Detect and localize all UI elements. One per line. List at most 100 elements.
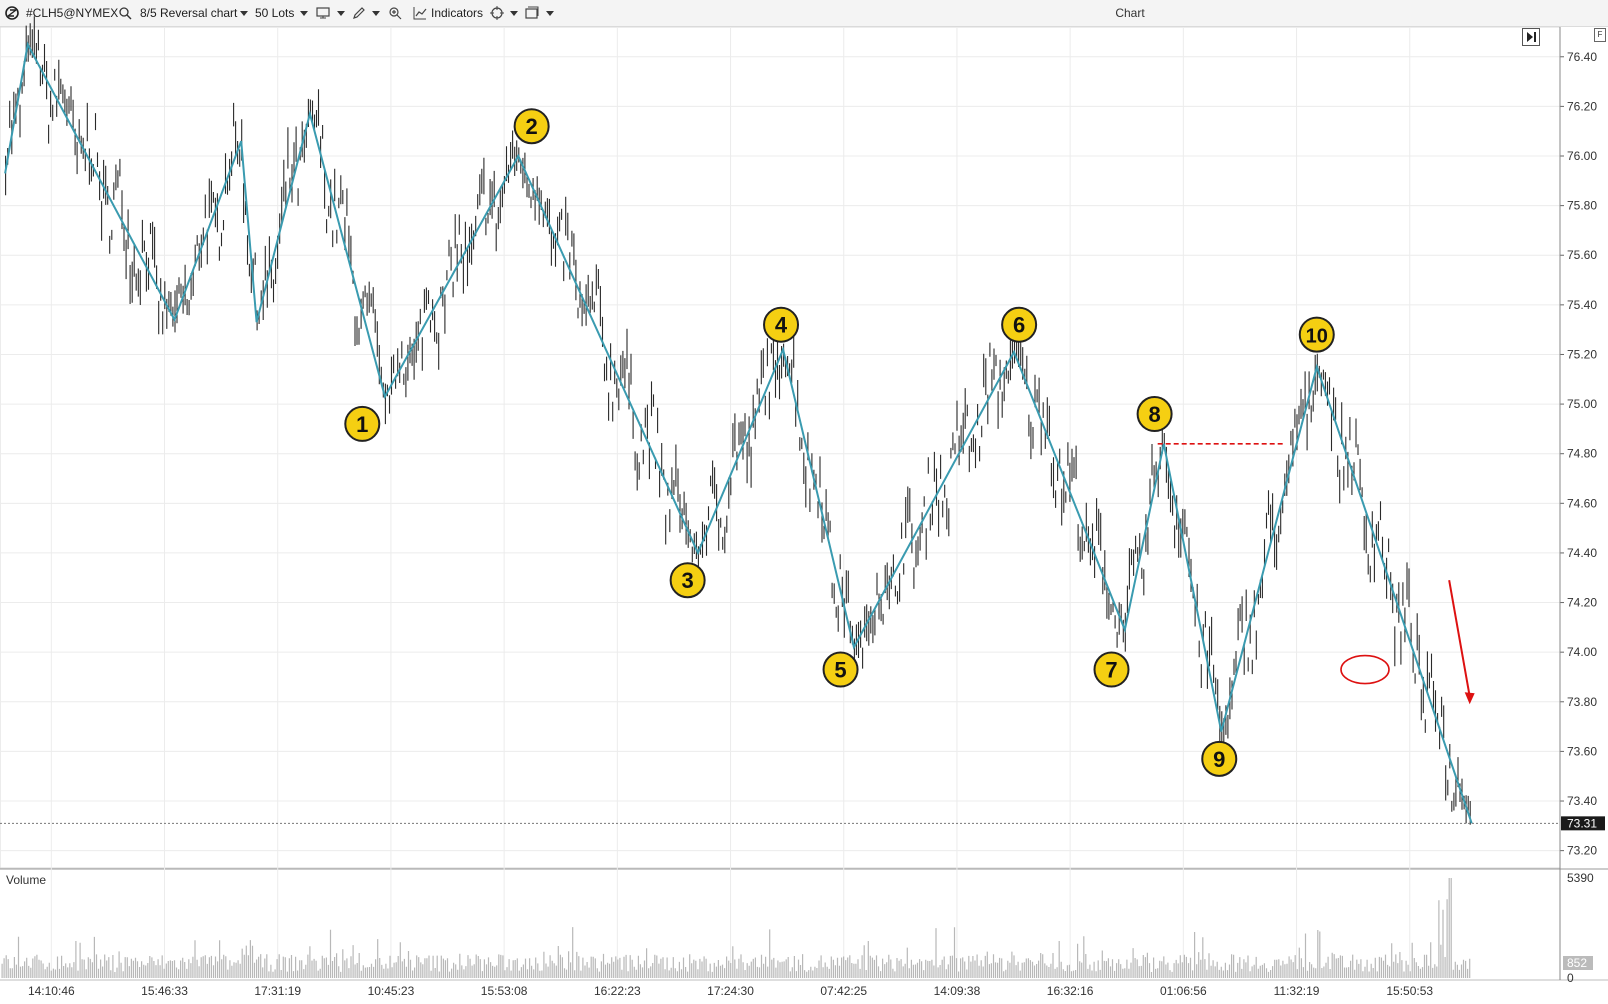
- y-tick-label: 74.00: [1567, 645, 1597, 659]
- wave-marker-3: 3: [669, 562, 706, 599]
- y-tick-label: 74.40: [1567, 546, 1597, 560]
- wave-marker-5: 5: [822, 651, 859, 688]
- wave-marker-1: 1: [344, 405, 381, 442]
- zigzag-line: [4, 41, 1473, 824]
- wave-marker-circle: [513, 108, 550, 145]
- price-bar-series: [5, 16, 1471, 825]
- crosshair-icon[interactable]: [490, 6, 504, 20]
- template-icon[interactable]: [316, 6, 330, 20]
- app-logo-icon: [5, 6, 19, 20]
- grid-lines: [0, 26, 1608, 981]
- pencil-icon[interactable]: [352, 6, 366, 20]
- volume-axis-label: 5390: [1567, 871, 1594, 885]
- y-tick-label: 76.00: [1567, 149, 1597, 163]
- wave-marker-label: 5: [834, 658, 846, 683]
- indicators-icon[interactable]: [413, 6, 427, 20]
- x-tick-label: 10:45:23: [368, 984, 415, 998]
- wave-marker-circle: [763, 306, 800, 343]
- x-tick-label: 07:42:25: [820, 984, 867, 998]
- wave-marker-circle: [1001, 306, 1038, 343]
- wave-marker-9: 9: [1201, 740, 1238, 777]
- y-tick-label: 76.20: [1567, 99, 1597, 113]
- y-tick-label: 75.80: [1567, 199, 1597, 213]
- volume-panel-label: Volume: [6, 873, 47, 887]
- wave-marker-label: 4: [775, 313, 788, 338]
- x-tick-label: 15:50:53: [1386, 984, 1433, 998]
- y-tick-label: 74.80: [1567, 447, 1597, 461]
- wave-marker-circle: [1298, 316, 1335, 353]
- y-tick-label: 75.20: [1567, 347, 1597, 361]
- x-tick-label: 14:09:38: [934, 984, 981, 998]
- x-tick-label: 14:10:46: [28, 984, 75, 998]
- y-tick-label: 75.40: [1567, 298, 1597, 312]
- chart-title: Chart: [1115, 6, 1145, 20]
- current-price-badge: 73.31: [1567, 816, 1597, 830]
- y-tick-label: 73.80: [1567, 695, 1597, 709]
- y-tick-label: 74.20: [1567, 596, 1597, 610]
- y-tick-label: 73.20: [1567, 844, 1597, 858]
- x-tick-label: 11:32:19: [1274, 984, 1320, 998]
- chevron-down-icon[interactable]: [546, 11, 554, 16]
- chart-type-dropdown[interactable]: 8/5 Reversal chart: [140, 6, 238, 20]
- x-tick-label: 16:32:16: [1047, 984, 1094, 998]
- wave-marker-label: 3: [682, 568, 694, 593]
- wave-marker-circle: [822, 651, 859, 688]
- wave-marker-label: 1: [356, 412, 368, 437]
- wave-marker-label: 9: [1213, 747, 1225, 772]
- indicators-button[interactable]: Indicators: [431, 6, 484, 20]
- wave-marker-circle: [1136, 396, 1173, 433]
- wave-marker-label: 10: [1306, 326, 1328, 348]
- current-price-badge-bg: [1561, 816, 1605, 831]
- chevron-down-icon[interactable]: [510, 11, 518, 16]
- y-tick-label: 73.60: [1567, 744, 1597, 758]
- wave-marker-circle: [344, 405, 381, 442]
- chevron-down-icon[interactable]: [240, 11, 248, 16]
- y-tick-label: 76.40: [1567, 50, 1597, 64]
- wave-marker-7: 7: [1093, 651, 1130, 688]
- search-icon[interactable]: [118, 6, 132, 20]
- wave-marker-4: 4: [763, 306, 800, 343]
- wave-marker-label: 7: [1105, 658, 1117, 683]
- wave-marker-label: 8: [1148, 402, 1160, 427]
- wave-marker-10: 10: [1298, 316, 1335, 353]
- y-tick-label: 75.00: [1567, 397, 1597, 411]
- volume-bars: [1, 878, 1471, 978]
- y-tick-label: 73.40: [1567, 794, 1597, 808]
- scroll-to-end-button[interactable]: [1522, 28, 1540, 46]
- wave-markers: 1 2 3 4 5 6 7 8 9 10: [344, 108, 1335, 777]
- chevron-down-icon[interactable]: [372, 11, 380, 16]
- wave-marker-6: 6: [1001, 306, 1038, 343]
- f-button[interactable]: F: [1594, 28, 1606, 42]
- price-panel-frame: [0, 26, 1561, 869]
- volume-series: [1, 878, 1471, 978]
- lot-size-dropdown[interactable]: 50 Lots: [255, 6, 295, 20]
- volume-axis-label: 852: [1567, 956, 1587, 970]
- x-tick-label: 15:53:08: [481, 984, 528, 998]
- wave-marker-circle: [1201, 740, 1238, 777]
- x-tick-label: 15:46:33: [141, 984, 188, 998]
- window-icon[interactable]: [525, 6, 539, 20]
- wave-marker-circle: [669, 562, 706, 599]
- annotation-layer: [0, 442, 1560, 824]
- chevron-down-icon[interactable]: [300, 11, 308, 16]
- x-tick-label: 01:06:56: [1160, 984, 1207, 998]
- volume-last-badge: [1563, 956, 1593, 970]
- wave-marker-label: 6: [1013, 313, 1025, 338]
- wave-marker-circle: [1093, 651, 1130, 688]
- volume-axis-label: 0: [1567, 971, 1574, 985]
- x-tick-label: 17:31:19: [254, 984, 301, 998]
- zoom-icon[interactable]: [388, 6, 402, 20]
- wave-marker-label: 2: [526, 114, 538, 139]
- zigzag-layer: [4, 41, 1473, 824]
- wave-marker-8: 8: [1136, 396, 1173, 433]
- x-tick-label: 16:22:23: [594, 984, 641, 998]
- play-end-icon: [1527, 32, 1536, 42]
- price-bars: [5, 16, 1471, 825]
- y-tick-label: 74.60: [1567, 496, 1597, 510]
- chevron-down-icon[interactable]: [337, 11, 345, 16]
- symbol-label[interactable]: #CLH5@NYMEX: [26, 6, 119, 20]
- down-arrow-head: [1464, 692, 1475, 705]
- wave-marker-2: 2: [513, 108, 550, 145]
- highlight-ellipse: [1340, 654, 1390, 685]
